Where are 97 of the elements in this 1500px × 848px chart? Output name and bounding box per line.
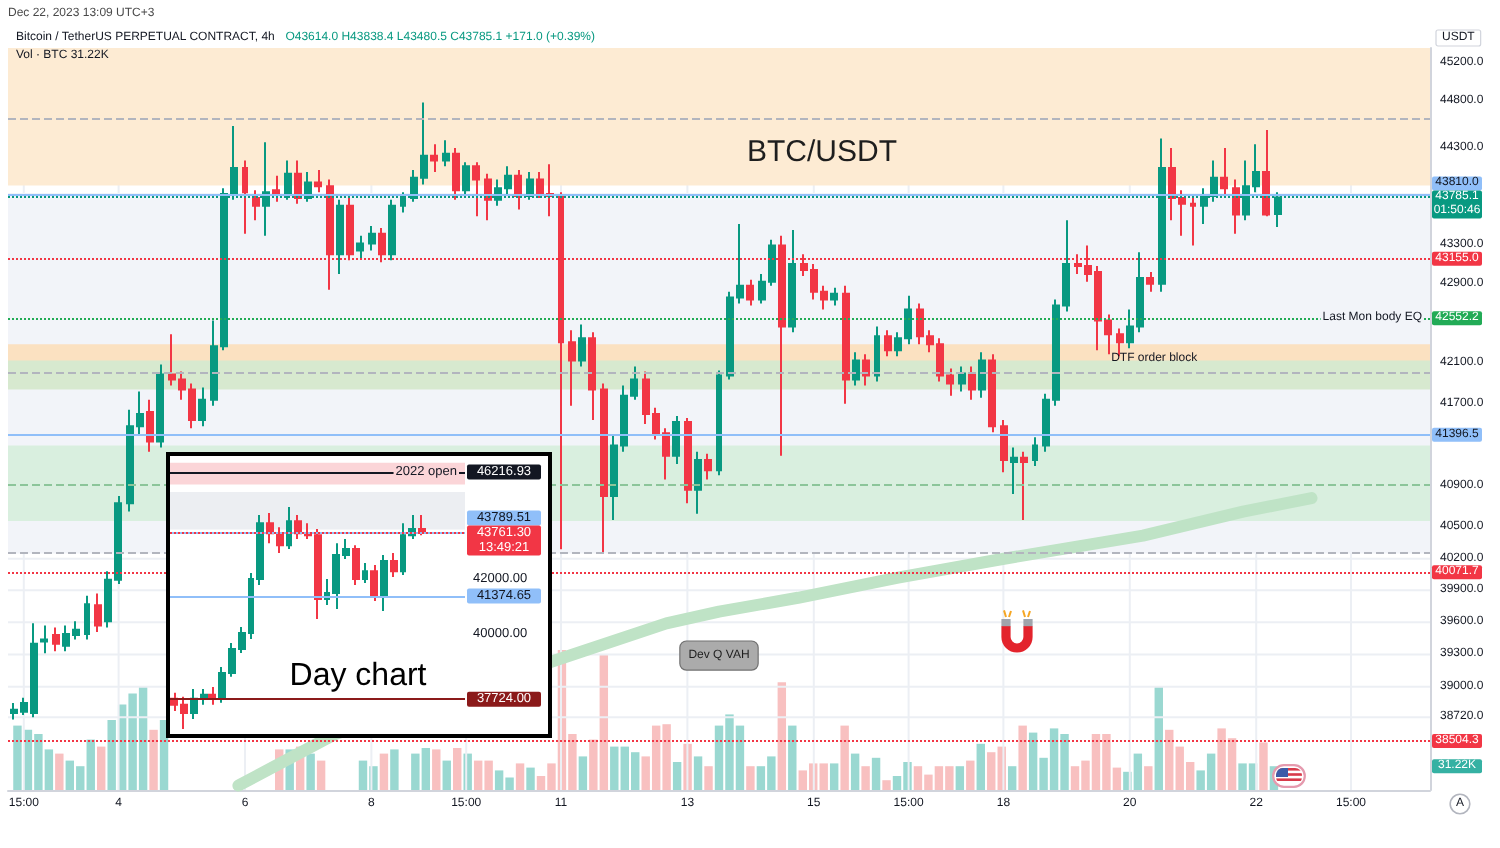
candlestick	[94, 592, 102, 633]
candlestick	[314, 169, 322, 194]
bar	[850, 753, 860, 790]
candlestick	[842, 284, 850, 405]
candlestick	[694, 450, 702, 515]
bar	[746, 766, 755, 790]
candlestick	[84, 594, 90, 641]
candlestick	[884, 329, 892, 358]
bar	[672, 762, 682, 790]
bar	[1238, 763, 1247, 790]
candlestick	[208, 686, 216, 706]
bar	[1007, 766, 1017, 790]
candlestick	[1220, 146, 1228, 197]
candlestick	[684, 416, 692, 505]
candlestick	[390, 552, 398, 578]
bar	[453, 748, 462, 790]
bar	[1259, 742, 1268, 790]
candlestick	[472, 161, 480, 218]
bar	[526, 767, 535, 790]
bar	[704, 766, 713, 790]
candlestick	[1010, 446, 1018, 495]
candlestick	[452, 146, 460, 201]
candlestick	[388, 198, 396, 262]
bar	[316, 760, 326, 790]
candlestick	[1146, 270, 1154, 293]
bar	[788, 725, 797, 790]
candlestick	[1190, 193, 1196, 247]
candlestick	[190, 688, 198, 720]
candlestick	[380, 554, 388, 613]
candlestick	[272, 174, 280, 203]
candlestick	[672, 414, 680, 466]
candlestick	[156, 363, 164, 449]
candlestick	[978, 351, 986, 399]
bar	[840, 725, 849, 790]
candlestick	[146, 398, 154, 453]
candlestick	[294, 159, 302, 205]
bar	[515, 763, 525, 790]
candlestick	[1000, 419, 1008, 474]
bar	[777, 682, 787, 790]
candlestick	[252, 189, 260, 222]
candlestick	[1020, 450, 1028, 521]
bar	[955, 766, 965, 790]
candlestick	[40, 624, 48, 655]
bar	[432, 749, 441, 790]
candlestick	[862, 353, 870, 387]
candlestick	[356, 234, 364, 260]
candlestick	[368, 225, 376, 252]
candlestick	[968, 365, 976, 401]
candlestick	[588, 331, 596, 422]
bar	[442, 760, 451, 790]
candlestick	[830, 286, 838, 307]
candlestick	[370, 564, 378, 602]
candlestick	[1262, 128, 1270, 218]
bar	[55, 753, 64, 790]
candlestick	[1232, 178, 1240, 235]
annotation: BTC/USDT	[747, 135, 897, 169]
candlestick	[874, 325, 880, 383]
candlestick	[52, 626, 60, 653]
candlestick	[442, 139, 450, 168]
bar	[882, 780, 891, 790]
candlestick	[788, 228, 796, 334]
candlestick	[988, 353, 996, 434]
bar	[829, 763, 839, 790]
text: Day chart	[289, 659, 428, 693]
bar	[1018, 725, 1027, 790]
candlestick	[336, 198, 344, 275]
bar	[871, 757, 881, 790]
candlestick	[286, 506, 292, 551]
bar	[1154, 686, 1163, 790]
candlestick	[242, 159, 248, 235]
bar	[306, 753, 315, 790]
candlestick	[362, 561, 368, 585]
bar	[107, 720, 116, 790]
candlestick	[852, 351, 860, 387]
candlestick	[430, 143, 438, 173]
bar	[861, 766, 870, 790]
bar	[97, 746, 106, 790]
candlestick	[352, 544, 360, 586]
candlestick	[484, 172, 492, 222]
candlestick	[716, 369, 722, 477]
candlestick	[958, 365, 966, 393]
bar	[976, 743, 985, 790]
bar	[966, 760, 975, 790]
bar	[1144, 766, 1153, 790]
candlestick	[514, 169, 522, 211]
bar	[390, 749, 399, 790]
candlestick	[704, 452, 712, 481]
candlestick	[198, 386, 206, 428]
bar	[693, 756, 703, 790]
candlestick	[746, 278, 754, 307]
candlestick	[1032, 436, 1038, 468]
bar	[149, 729, 158, 790]
bar	[379, 753, 389, 790]
candlestick	[600, 382, 608, 555]
candlestick	[568, 329, 576, 407]
bar	[578, 756, 588, 790]
candlestick	[578, 323, 586, 368]
